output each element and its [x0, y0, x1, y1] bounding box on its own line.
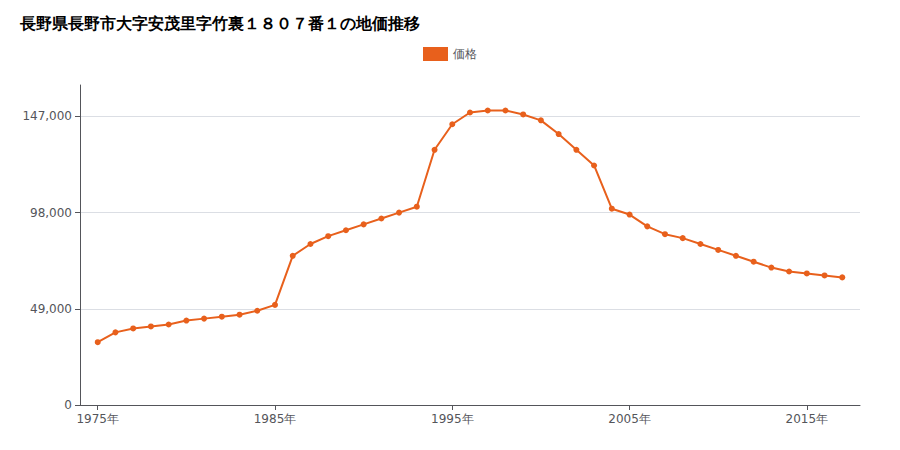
svg-text:1995年: 1995年 — [431, 412, 474, 426]
svg-text:0: 0 — [64, 398, 72, 412]
svg-text:価格: 価格 — [453, 47, 477, 61]
svg-text:2015年: 2015年 — [786, 412, 829, 426]
svg-text:1985年: 1985年 — [254, 412, 297, 426]
svg-text:長野県長野市大字安茂里字竹裏１８０７番１の地価推移: 長野県長野市大字安茂里字竹裏１８０７番１の地価推移 — [19, 14, 420, 33]
svg-text:147,000: 147,000 — [22, 109, 72, 123]
svg-text:2005年: 2005年 — [608, 412, 651, 426]
svg-text:98,000: 98,000 — [30, 206, 72, 220]
svg-text:49,000: 49,000 — [30, 302, 72, 316]
svg-text:1975年: 1975年 — [76, 412, 119, 426]
